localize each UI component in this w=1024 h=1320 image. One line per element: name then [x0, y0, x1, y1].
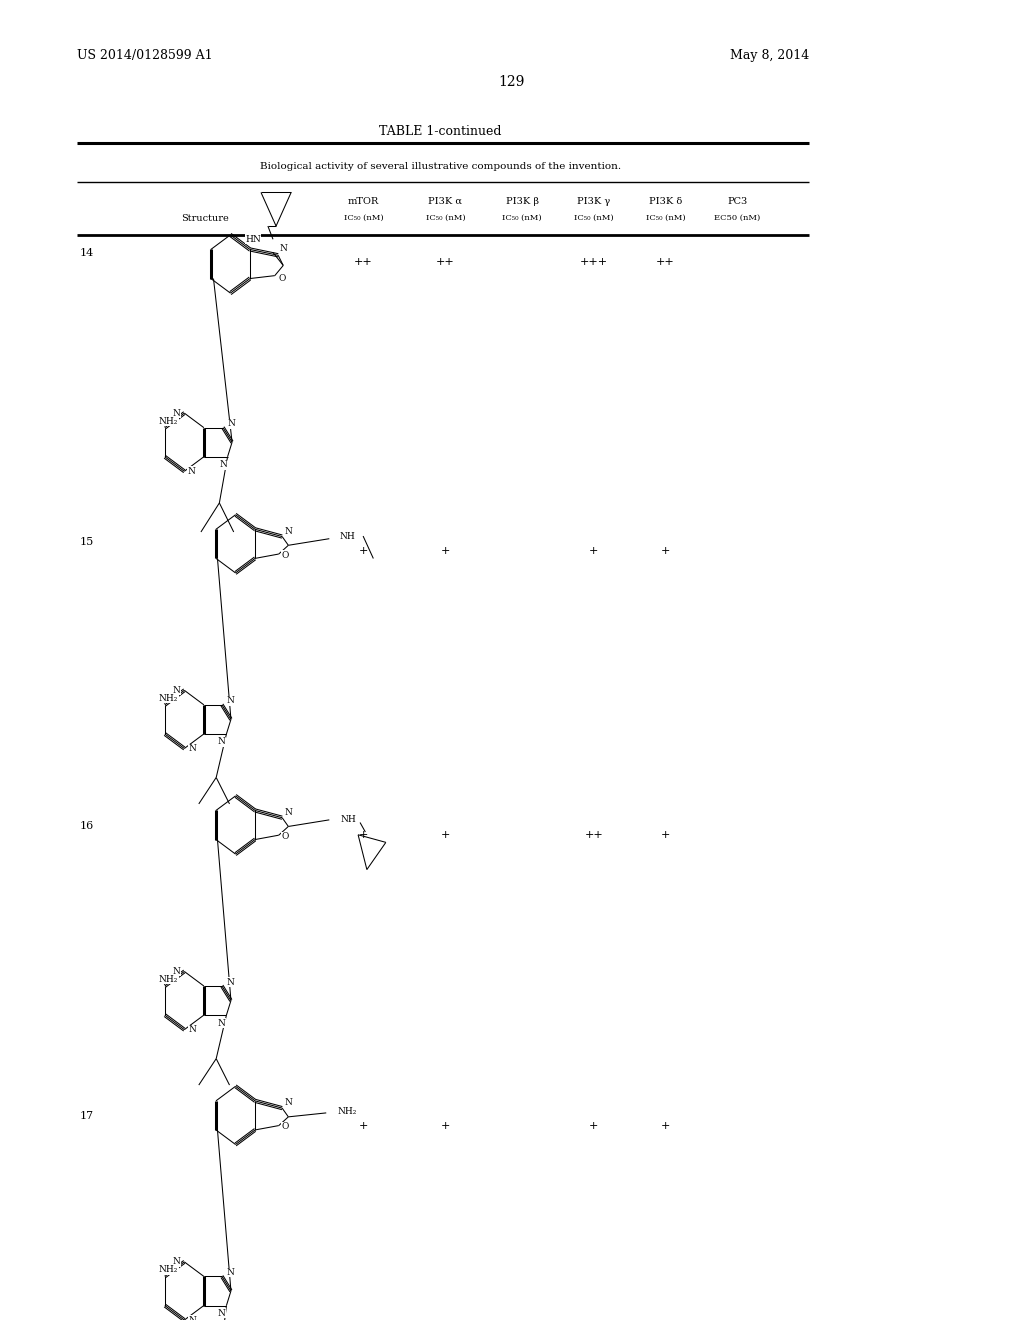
Text: +: +: [440, 546, 451, 557]
Text: Structure: Structure: [181, 214, 228, 223]
Text: Biological activity of several illustrative compounds of the invention.: Biological activity of several illustrat…: [260, 162, 621, 172]
Text: US 2014/0128599 A1: US 2014/0128599 A1: [77, 49, 212, 62]
Text: N: N: [172, 686, 180, 694]
Text: N: N: [285, 1098, 292, 1107]
Text: N: N: [226, 1269, 234, 1276]
Text: N: N: [227, 420, 236, 428]
Text: N: N: [226, 697, 234, 705]
Text: N: N: [219, 461, 227, 469]
Text: +: +: [440, 1121, 451, 1131]
Text: +: +: [589, 546, 599, 557]
Text: PI3K α: PI3K α: [428, 197, 463, 206]
Text: PI3K δ: PI3K δ: [649, 197, 682, 206]
Text: EC50 (nM): EC50 (nM): [714, 214, 761, 222]
Text: IC₅₀ (nM): IC₅₀ (nM): [503, 214, 542, 222]
Text: NH: NH: [341, 816, 356, 825]
Text: IC₅₀ (nM): IC₅₀ (nM): [344, 214, 383, 222]
Text: N: N: [187, 467, 196, 475]
Text: HN: HN: [245, 235, 261, 244]
Text: TABLE 1-continued: TABLE 1-continued: [379, 125, 502, 139]
Text: NH₂: NH₂: [338, 1107, 357, 1117]
Text: +: +: [589, 1121, 599, 1131]
Text: N: N: [280, 244, 287, 253]
Text: ++: ++: [436, 257, 455, 268]
Text: +++: +++: [580, 257, 608, 268]
Text: N: N: [217, 1019, 225, 1027]
Text: ++: ++: [656, 257, 675, 268]
Text: IC₅₀ (nM): IC₅₀ (nM): [426, 214, 465, 222]
Text: ++: ++: [354, 257, 373, 268]
Text: PI3K γ: PI3K γ: [578, 197, 610, 206]
Text: mTOR: mTOR: [348, 197, 379, 206]
Text: 15: 15: [80, 537, 94, 548]
Text: +: +: [358, 1121, 369, 1131]
Text: +: +: [358, 546, 369, 557]
Text: N: N: [188, 1026, 197, 1034]
Text: +: +: [660, 546, 671, 557]
Text: O: O: [282, 832, 289, 841]
Text: 17: 17: [80, 1111, 94, 1122]
Text: NH: NH: [340, 532, 355, 541]
Text: 14: 14: [80, 248, 94, 259]
Text: +: +: [660, 830, 671, 841]
Text: N: N: [188, 744, 197, 752]
Text: +: +: [440, 830, 451, 841]
Text: N: N: [217, 738, 225, 746]
Text: O: O: [282, 1122, 289, 1131]
Text: PC3: PC3: [727, 197, 748, 206]
Text: NH₂: NH₂: [159, 1266, 178, 1274]
Text: IC₅₀ (nM): IC₅₀ (nM): [574, 214, 613, 222]
Text: NH₂: NH₂: [159, 975, 178, 983]
Text: PI3K β: PI3K β: [506, 197, 539, 206]
Text: N: N: [285, 527, 292, 536]
Text: +: +: [660, 1121, 671, 1131]
Text: N: N: [172, 968, 180, 975]
Text: O: O: [279, 273, 286, 282]
Text: O: O: [282, 550, 289, 560]
Text: N: N: [172, 409, 180, 417]
Text: NH₂: NH₂: [159, 417, 178, 425]
Text: N: N: [217, 1309, 225, 1317]
Text: +: +: [358, 830, 369, 841]
Text: IC₅₀ (nM): IC₅₀ (nM): [646, 214, 685, 222]
Text: ++: ++: [585, 830, 603, 841]
Text: 16: 16: [80, 821, 94, 832]
Text: N: N: [172, 1258, 180, 1266]
Text: 129: 129: [499, 75, 525, 90]
Text: N: N: [188, 1316, 197, 1320]
Text: May 8, 2014: May 8, 2014: [730, 49, 809, 62]
Text: N: N: [285, 808, 292, 817]
Text: N: N: [226, 978, 234, 986]
Text: NH₂: NH₂: [159, 694, 178, 702]
